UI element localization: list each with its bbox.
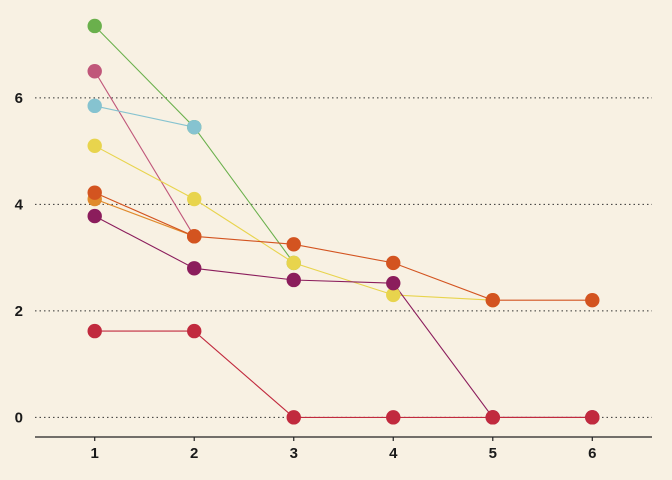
data-point-s7-x4 <box>386 275 401 291</box>
x-tick-label-5: 5 <box>489 445 497 462</box>
data-point-s7-x3 <box>286 272 301 288</box>
data-point-s6-x6 <box>585 293 600 308</box>
data-point-s8-x2 <box>187 323 202 339</box>
data-point-s4-x2 <box>187 191 202 207</box>
data-point-s8-x3 <box>286 410 301 425</box>
data-point-s7-x1 <box>87 208 102 224</box>
series-line-8 <box>94 330 593 418</box>
tick-labels: 0 2 4 6 1 2 3 4 5 6 <box>15 90 597 462</box>
data-point-s4-x1 <box>87 138 102 153</box>
x-tick-label-4: 4 <box>389 445 398 462</box>
data-point-s3-x2 <box>187 119 202 135</box>
data-point-s4-x3 <box>286 255 301 271</box>
data-point-s6-x5 <box>485 293 500 308</box>
data-point-s2-x1 <box>87 64 102 79</box>
data-point-s8-x6 <box>585 410 600 425</box>
series-line-6 <box>94 192 593 301</box>
y-tick-label-4: 4 <box>15 196 24 213</box>
series-line-2 <box>94 70 195 237</box>
series-line-5 <box>94 198 195 237</box>
x-axis <box>35 436 652 441</box>
data-point-s6-x2 <box>187 229 202 244</box>
y-tick-label-0: 0 <box>15 409 23 426</box>
data-points <box>87 18 600 425</box>
data-point-s6-x1 <box>87 185 102 200</box>
data-point-s6-x3 <box>286 237 301 252</box>
series-line-3 <box>94 105 195 128</box>
x-tick-label-2: 2 <box>190 445 198 462</box>
y-tick-label-6: 6 <box>15 90 23 107</box>
x-tick-label-6: 6 <box>588 445 596 462</box>
x-tick-label-3: 3 <box>290 445 298 462</box>
data-point-s7-x2 <box>187 261 202 276</box>
data-point-s8-x5 <box>485 410 500 425</box>
data-point-s8-x1 <box>87 323 102 339</box>
data-point-s4-x4 <box>386 287 401 303</box>
data-point-s1-x1 <box>87 18 102 34</box>
data-point-s8-x4 <box>386 410 401 425</box>
x-tick-label-1: 1 <box>91 445 99 462</box>
y-tick-label-2: 2 <box>15 303 23 320</box>
data-point-s6-x4 <box>386 255 401 271</box>
data-point-s3-x1 <box>87 98 102 114</box>
